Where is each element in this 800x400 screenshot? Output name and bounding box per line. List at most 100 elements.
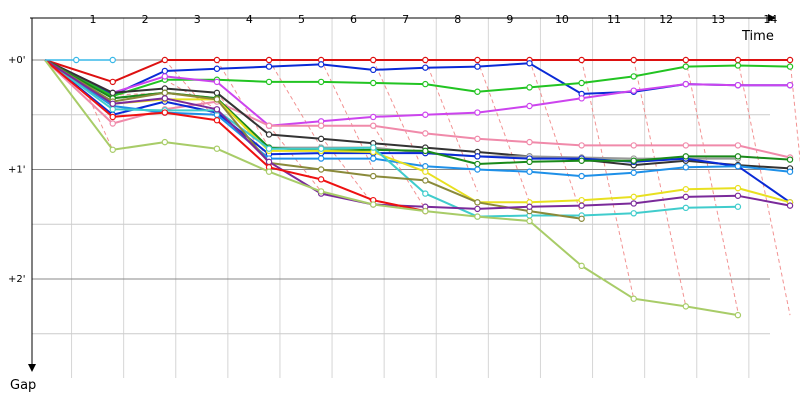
data-point [317, 166, 325, 173]
data-point [109, 78, 116, 86]
series-lines [44, 56, 794, 319]
data-point [734, 184, 742, 192]
data-point [474, 205, 481, 213]
x-tick-label: 13 [711, 13, 725, 26]
data-point [578, 95, 585, 102]
tick-labels: 1 2 3 4 5 6 7 8 9 10 11 12 13 14+0'+1'+2' [8, 13, 777, 285]
data-point [630, 200, 637, 207]
x-tick-label: 11 [607, 13, 621, 26]
data-point [526, 60, 533, 67]
data-point [734, 311, 742, 319]
data-point [317, 78, 325, 86]
data-point [682, 204, 690, 212]
data-point [213, 78, 221, 86]
data-point [786, 81, 794, 89]
data-point [370, 144, 377, 151]
data-point [213, 56, 221, 64]
data-point [578, 172, 585, 180]
data-point [630, 295, 637, 302]
data-point [161, 109, 169, 116]
series-16 [44, 59, 742, 319]
data-point [630, 87, 637, 94]
data-point [317, 188, 325, 195]
series-15 [44, 59, 429, 215]
data-point [474, 153, 481, 160]
data-point [422, 163, 429, 170]
y-axis-title: Gap [10, 378, 36, 393]
x-tick-label: 4 [246, 13, 253, 26]
data-point [474, 166, 481, 173]
data-point [370, 155, 377, 162]
data-point [786, 63, 794, 70]
data-point [630, 193, 637, 201]
data-point [682, 142, 690, 149]
x-axis-title: Time [741, 29, 774, 44]
pit-stop-line [581, 59, 635, 299]
y-tick-label: +1' [8, 165, 26, 176]
data-point [161, 138, 169, 146]
pit-stop-line [476, 59, 530, 203]
data-point [265, 158, 273, 166]
data-point [526, 217, 533, 225]
pit-stop-line [737, 59, 791, 316]
data-point [474, 56, 481, 64]
data-point [578, 262, 585, 270]
data-point [578, 196, 585, 204]
data-point [734, 56, 742, 64]
data-point [526, 203, 533, 210]
data-point [370, 201, 377, 208]
data-point [317, 135, 325, 143]
data-point [422, 190, 429, 197]
series-5 [44, 59, 794, 161]
data-point [422, 111, 429, 118]
data-point [578, 142, 585, 149]
data-point [786, 202, 794, 209]
x-tick-label: 3 [194, 13, 201, 26]
y-axis-arrow-icon [28, 364, 36, 372]
data-point [109, 106, 116, 113]
data-point [317, 61, 325, 68]
data-point [161, 95, 169, 102]
data-point [422, 177, 429, 184]
data-point [526, 102, 533, 110]
data-point [265, 63, 273, 70]
data-point [474, 213, 481, 220]
data-point [265, 122, 273, 129]
series-line [44, 59, 738, 218]
x-tick-label: 12 [659, 13, 673, 26]
data-point [370, 66, 377, 74]
x-tick-label: 9 [506, 13, 513, 26]
series-line [44, 59, 739, 317]
data-point [422, 147, 429, 155]
data-point [422, 80, 429, 88]
data-point [161, 67, 169, 75]
data-point [213, 89, 221, 97]
data-point [161, 89, 169, 97]
data-point [109, 56, 116, 64]
data-point [213, 65, 221, 72]
x-tick-label: 7 [402, 13, 409, 26]
data-point [370, 79, 377, 87]
data-point [109, 100, 116, 108]
data-point [682, 186, 690, 193]
x-axis-arrow-icon [768, 14, 776, 22]
data-point [734, 153, 742, 160]
data-point [422, 56, 429, 64]
data-point [630, 169, 637, 176]
pit-stop-line [268, 59, 322, 148]
data-point [370, 122, 377, 129]
data-point [265, 78, 273, 86]
y-tick-label: +2' [8, 274, 26, 285]
data-point [630, 142, 637, 149]
x-tick-label: 14 [763, 13, 777, 26]
data-point [370, 113, 377, 121]
data-point [734, 192, 742, 199]
data-point [474, 199, 481, 206]
data-point [213, 106, 221, 113]
data-point [734, 81, 742, 89]
data-point [682, 63, 690, 70]
data-point [474, 88, 481, 95]
data-point [526, 158, 533, 166]
series-17 [45, 56, 116, 64]
